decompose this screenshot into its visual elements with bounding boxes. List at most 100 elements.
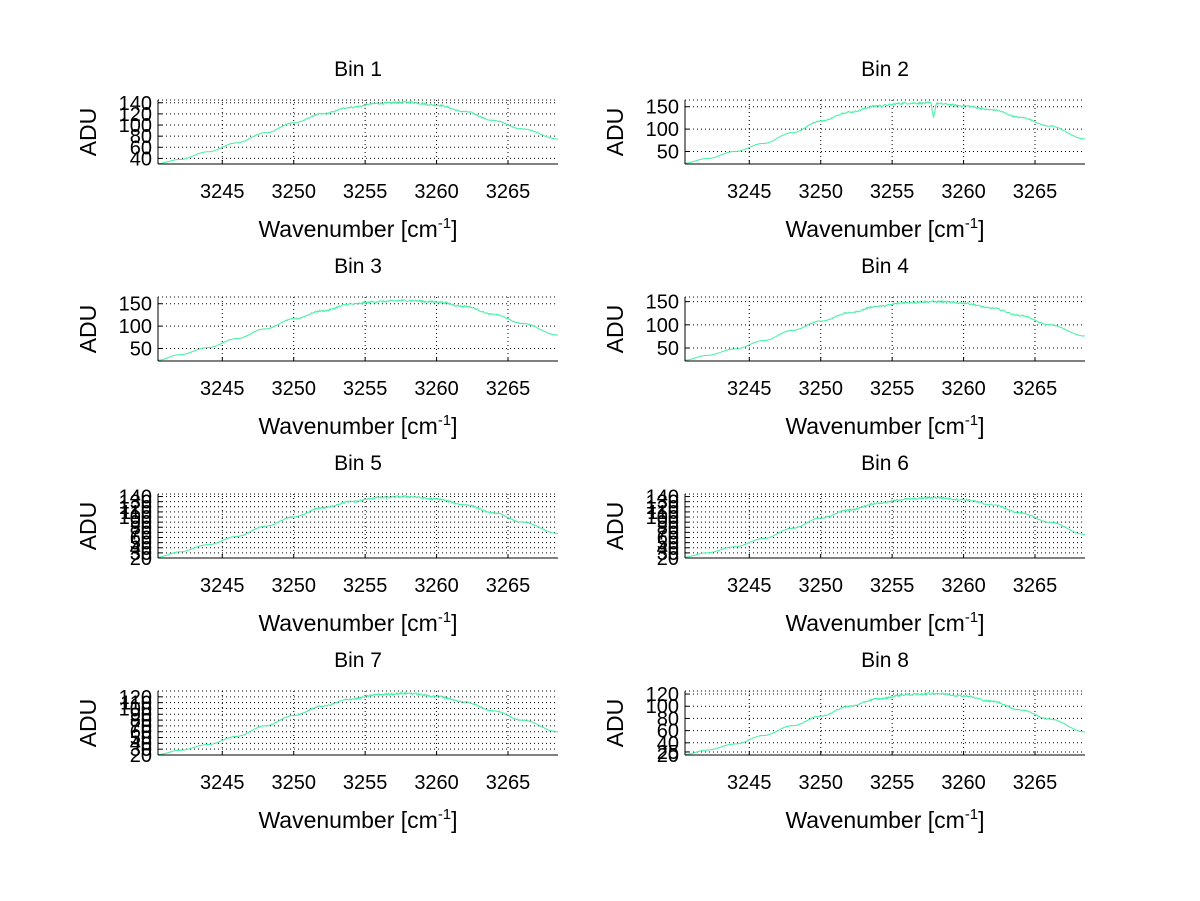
y-tick-label: 50 xyxy=(657,338,679,360)
y-tick-label: 40 xyxy=(657,733,679,755)
subplot-title: Bin 1 xyxy=(334,58,382,81)
y-tick-label: 100 xyxy=(119,316,152,338)
y-tick-label: 100 xyxy=(119,115,152,137)
x-tick-label: 3245 xyxy=(200,181,245,203)
x-tick-label: 3255 xyxy=(343,181,388,203)
x-tick-label: 3245 xyxy=(727,575,772,597)
x-tick-label: 3245 xyxy=(727,772,772,794)
y-tick-label: 150 xyxy=(646,292,679,314)
y-axis-label: ADU xyxy=(75,699,101,748)
y-tick-label: 70 xyxy=(657,522,679,544)
x-axis-label-superscript: -1 xyxy=(965,806,978,823)
x-tick-label: 3255 xyxy=(870,772,915,794)
x-tick-label: 3255 xyxy=(870,378,915,400)
x-tick-label: 3245 xyxy=(200,575,245,597)
x-tick-label: 3260 xyxy=(941,772,986,794)
x-axis-label-end: ] xyxy=(451,610,457,636)
x-axis-label-end: ] xyxy=(451,216,457,242)
x-tick-label: 3265 xyxy=(1013,378,1058,400)
x-tick-label: 3250 xyxy=(798,181,843,203)
y-tick-label: 40 xyxy=(657,538,679,560)
y-tick-label: 120 xyxy=(119,687,152,709)
x-tick-label: 3250 xyxy=(271,575,316,597)
x-axis-label-text: Wavenumber [cm xyxy=(258,807,437,833)
x-tick-label: 3260 xyxy=(414,181,459,203)
x-tick-label: 3260 xyxy=(941,575,986,597)
y-axis-label: ADU xyxy=(602,699,628,748)
x-axis-label-end: ] xyxy=(978,610,984,636)
y-axis-label: ADU xyxy=(75,502,101,551)
subplot-1: Bin 1 3245 3250 3255 3260 3265 406080100120140… xyxy=(75,58,558,242)
x-axis-label-text: Wavenumber [cm xyxy=(258,413,437,439)
subplot-title: Bin 7 xyxy=(334,649,382,672)
y-tick-label: 70 xyxy=(130,522,152,544)
y-tick-label: 110 xyxy=(120,502,152,524)
y-tick-label: 120 xyxy=(119,497,152,519)
x-tick-label: 3260 xyxy=(414,378,459,400)
subplot-title: Bin 4 xyxy=(861,255,909,278)
subplot-6: Bin 6 3245 3250 3255 3260 3265 203040506070809… xyxy=(602,452,1086,636)
y-tick-label: 20 xyxy=(657,745,679,767)
y-tick-label: 30 xyxy=(657,543,679,565)
x-tick-label: 3265 xyxy=(486,378,531,400)
x-axis-label-end: ] xyxy=(451,807,457,833)
series-line xyxy=(157,100,558,164)
series-line xyxy=(684,691,1085,755)
subplot-title: Bin 6 xyxy=(861,452,909,475)
y-tick-label: 100 xyxy=(119,698,152,720)
y-tick-label: 130 xyxy=(646,492,679,514)
y-tick-label: 110 xyxy=(120,693,152,715)
y-tick-label: 80 xyxy=(130,710,152,732)
y-tick-label: 30 xyxy=(130,543,152,565)
y-tick-label: 140 xyxy=(119,93,152,115)
y-tick-label: 100 xyxy=(646,315,679,337)
y-tick-label: 90 xyxy=(657,512,679,534)
x-tick-label: 3255 xyxy=(870,575,915,597)
x-axis-label-superscript: -1 xyxy=(438,806,451,823)
y-tick-label: 100 xyxy=(646,119,679,141)
subplot-5: Bin 5 3245 3250 3255 3260 3265 203040506070809… xyxy=(75,452,559,636)
y-tick-label: 70 xyxy=(130,716,152,738)
y-tick-label: 60 xyxy=(130,528,152,550)
y-tick-label: 25 xyxy=(657,742,679,764)
y-tick-label: 80 xyxy=(657,708,679,730)
y-axis-label: ADU xyxy=(75,108,101,157)
y-tick-label: 40 xyxy=(130,538,152,560)
x-tick-label: 3260 xyxy=(941,378,986,400)
x-axis-label: Wavenumber [cm-1] xyxy=(785,215,984,242)
y-axis-label: ADU xyxy=(75,305,101,354)
y-tick-label: 50 xyxy=(130,533,152,555)
x-axis-label-superscript: -1 xyxy=(438,215,451,232)
subplot-title: Bin 3 xyxy=(334,255,382,278)
y-tick-label: 20 xyxy=(657,548,679,570)
x-tick-label: 3260 xyxy=(414,575,459,597)
x-axis-label-superscript: -1 xyxy=(438,412,451,429)
x-axis-label-end: ] xyxy=(978,413,984,439)
subplot-7: Bin 7 3245 3250 3255 3260 3265 203040506070809… xyxy=(75,649,559,833)
y-tick-label: 40 xyxy=(130,733,152,755)
y-tick-label: 140 xyxy=(646,487,679,509)
x-axis-label: Wavenumber [cm-1] xyxy=(258,412,457,439)
x-tick-label: 3255 xyxy=(343,575,388,597)
x-tick-label: 3250 xyxy=(798,575,843,597)
x-tick-label: 3250 xyxy=(271,772,316,794)
y-tick-label: 100 xyxy=(119,507,152,529)
x-axis-label: Wavenumber [cm-1] xyxy=(258,609,457,636)
y-tick-label: 90 xyxy=(130,512,152,534)
y-tick-label: 150 xyxy=(119,294,152,316)
y-tick-label: 20 xyxy=(130,548,152,570)
y-axis-label: ADU xyxy=(602,502,628,551)
x-axis-label-text: Wavenumber [cm xyxy=(785,413,964,439)
x-tick-label: 3250 xyxy=(798,772,843,794)
y-tick-label: 60 xyxy=(130,137,152,159)
x-tick-label: 3245 xyxy=(727,181,772,203)
y-tick-label: 120 xyxy=(646,497,679,519)
y-tick-label: 120 xyxy=(119,104,152,126)
x-axis-label-text: Wavenumber [cm xyxy=(785,610,964,636)
x-tick-label: 3265 xyxy=(1013,575,1058,597)
y-tick-label: 30 xyxy=(130,739,152,761)
